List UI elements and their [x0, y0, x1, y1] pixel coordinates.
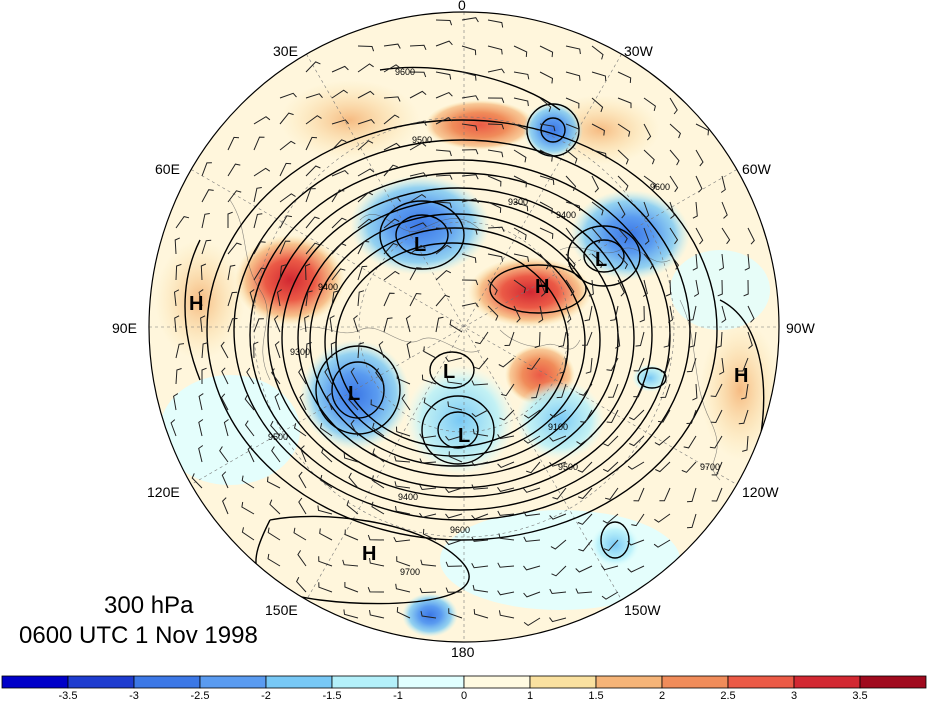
colorbar-swatch [727, 675, 795, 689]
colorbar-tick-label: 1 [527, 690, 533, 702]
lon-label-150e: 150E [265, 602, 298, 618]
colorbar-swatch [199, 675, 267, 689]
lon-label-0: 0 [458, 0, 466, 13]
lon-label-30e: 30E [273, 43, 298, 59]
low-center-east-siberia: L [458, 425, 470, 447]
contour-label-9400: 9400 [398, 492, 418, 502]
lon-label-90w: 90W [786, 320, 816, 336]
contour-label-9600: 9600 [395, 67, 415, 77]
colorbar-swatch [1, 675, 69, 689]
contour-label-9600: 9600 [450, 525, 470, 535]
colorbar-swatch [859, 675, 927, 689]
lon-label-120w: 120W [742, 484, 779, 500]
high-center-north-pacific: H [362, 543, 376, 565]
colorbar-tick-label: -3.5 [59, 690, 78, 702]
low-center-baffin-bay: L [595, 249, 607, 271]
contour-label-9500: 9500 [268, 432, 288, 442]
colorbar-swatch [529, 675, 597, 689]
colorbar-swatch [67, 675, 135, 689]
contour-label-9100: 9100 [548, 422, 568, 432]
colorbar-tick-label: 1.5 [588, 690, 603, 702]
colorbar: -3.5 -3 -2.5 -2 -1.5 -1 0 1 1.5 2 2.5 3 3.5 [1, 675, 927, 702]
colorbar-swatch [331, 675, 399, 689]
contour-label-9700: 9700 [700, 462, 720, 472]
colorbar-tick-label: -1.5 [323, 690, 342, 702]
low-center-scandinavia: L [414, 234, 426, 256]
colorbar-tick-label: -2.5 [191, 690, 210, 702]
wind-barbs [170, 17, 755, 627]
contour-label-9400: 9400 [318, 282, 338, 292]
colorbar-tick-label: 2.5 [720, 690, 735, 702]
contour-label-9300: 9300 [290, 347, 310, 357]
lon-label-30w: 30W [624, 43, 654, 59]
colorbar-swatch [133, 675, 201, 689]
lon-label-120e: 120E [147, 484, 180, 500]
contour-labels: 9600 9500 9300 9400 9100 9500 9400 9600 … [268, 67, 720, 577]
graticule [149, 12, 779, 642]
colorbar-swatch [793, 675, 861, 689]
contour-label-9500: 9500 [412, 135, 432, 145]
coastlines [229, 199, 721, 481]
high-center-arctic: H [535, 276, 549, 298]
high-center-central-asia: H [189, 293, 203, 315]
lon-label-60w: 60W [742, 161, 772, 177]
contour-label-9500: 9500 [558, 462, 578, 472]
longitude-labels: 0 30W 60W 90W 120W 150W 180 150E 120E 90… [112, 0, 816, 660]
colorbar-tick-label: 3 [791, 690, 797, 702]
contour-label-9600: 9600 [650, 182, 670, 192]
colorbar-tick-label: -3 [129, 690, 139, 702]
colorbar-swatch [661, 675, 729, 689]
pressure-centers: H H H H L L L L L [189, 234, 748, 565]
colorbar-tick-label: -2 [261, 690, 271, 702]
lon-label-90e: 90E [112, 320, 137, 336]
colorbar-swatch [463, 675, 531, 689]
contour-label-9400: 9400 [556, 210, 576, 220]
colorbar-tick-label: -1 [393, 690, 403, 702]
colorbar-tick-label: 2 [659, 690, 665, 702]
colorbar-tick-label: 0 [461, 690, 467, 702]
low-center-siberia: L [348, 383, 360, 405]
contour-label-9300: 9300 [508, 197, 528, 207]
low-center-arctic-ocean: L [443, 361, 455, 383]
colorbar-swatch [265, 675, 333, 689]
colorbar-swatch [397, 675, 465, 689]
valid-time-title: 0600 UTC 1 Nov 1998 [19, 622, 258, 649]
contour-label-9700: 9700 [400, 567, 420, 577]
map-boundary [148, 11, 780, 643]
high-center-north-america: H [734, 365, 748, 387]
colorbar-tick-label: 3.5 [852, 690, 867, 702]
pressure-level-title: 300 hPa [104, 592, 194, 619]
lon-label-180: 180 [451, 644, 475, 660]
lon-label-150w: 150W [624, 602, 661, 618]
lon-label-60e: 60E [155, 161, 180, 177]
colorbar-swatch [595, 675, 663, 689]
